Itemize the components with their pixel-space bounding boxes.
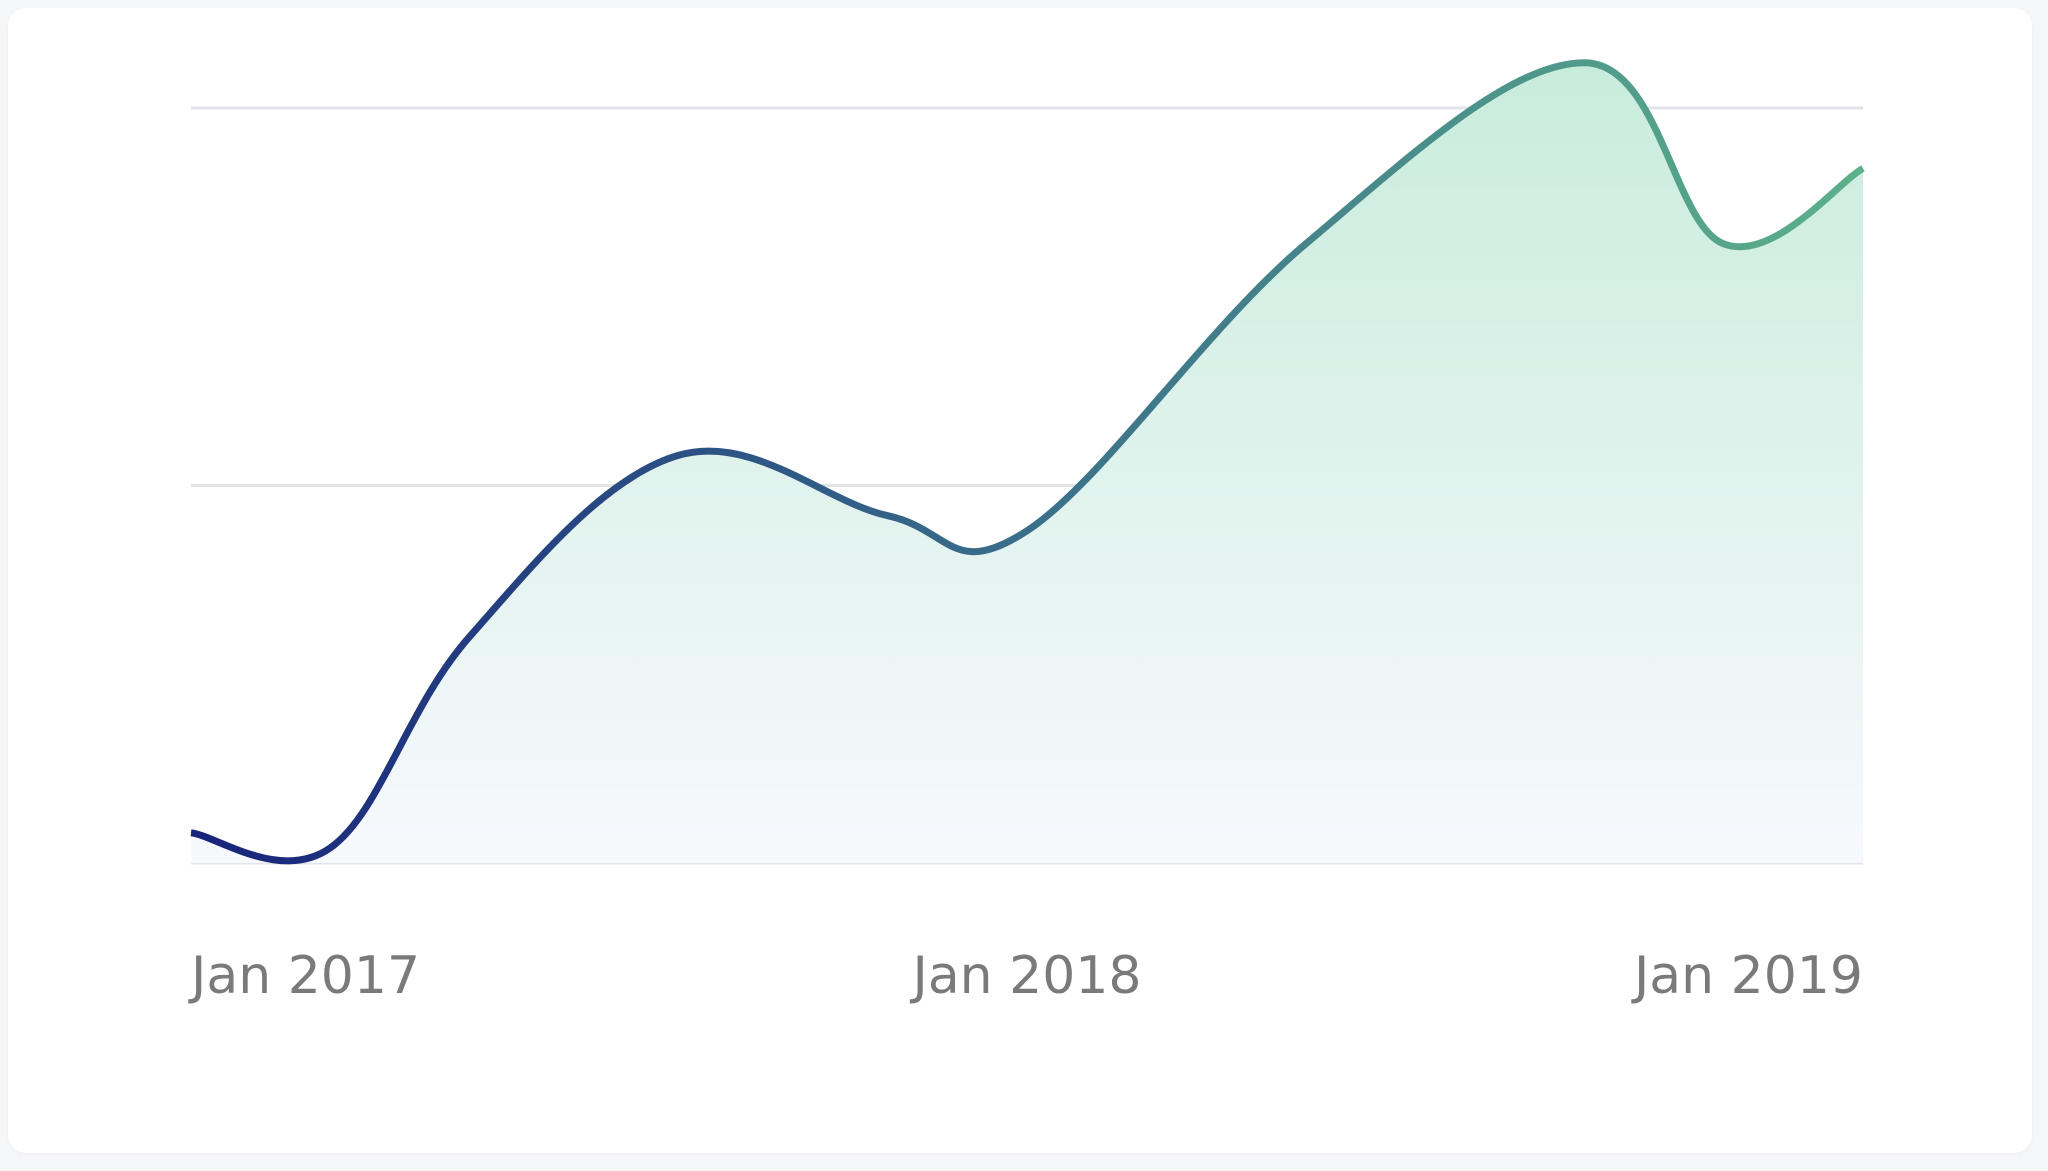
area-fill bbox=[191, 62, 1863, 863]
x-tick-label: Jan 2018 bbox=[909, 946, 1141, 1006]
series-line bbox=[190, 59, 1865, 865]
x-axis-ticks: Jan 2017 Jan 2018 Jan 2019 bbox=[188, 946, 1863, 1006]
chart-card: Jan 2017 Jan 2018 Jan 2019 bbox=[8, 8, 2032, 1153]
area-chart: Jan 2017 Jan 2018 Jan 2019 bbox=[188, 59, 1865, 1006]
x-tick-label: Jan 2019 bbox=[1631, 946, 1863, 1006]
x-tick-label: Jan 2017 bbox=[188, 946, 420, 1006]
